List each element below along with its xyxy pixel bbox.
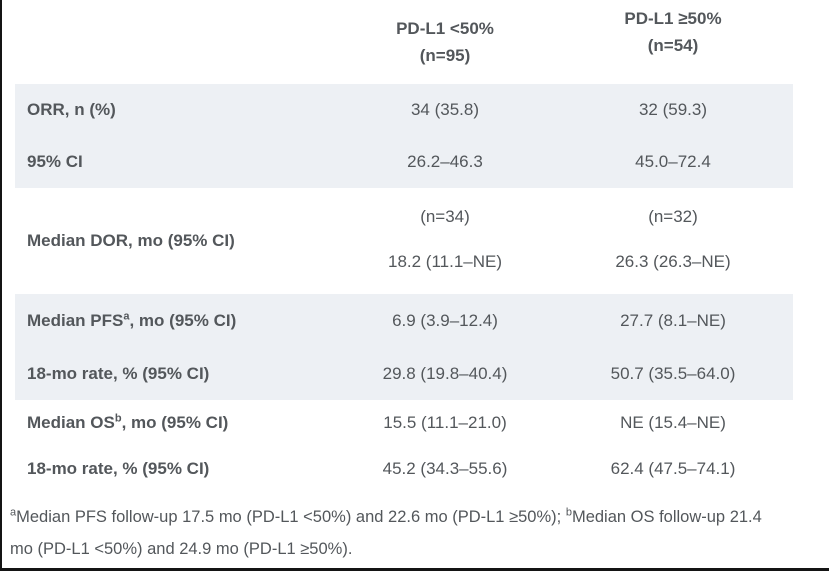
cell-value-stacked: (n=34) 18.2 (11.1–NE) [337, 188, 553, 294]
cell-n: (n=32) [648, 206, 698, 226]
footnote-text-pfs: Median PFS follow-up 17.5 mo (PD-L1 <50%… [16, 508, 566, 526]
footnote-marker-b: b [114, 412, 122, 425]
cell-value: 62.4 (47.5–74.1) [610, 459, 736, 478]
efficacy-results-table: PD-L1 <50% (n=95) PD-L1 ≥50% (n=54) ORR,… [15, 0, 793, 492]
row-label: Median PFSa, mo (95% CI) [27, 309, 237, 330]
cell-value: 26.3 (26.3–NE) [615, 251, 731, 271]
row-label: Median DOR, mo (95% CI) [27, 231, 235, 250]
cell-value: 27.7 (8.1–NE) [620, 310, 726, 330]
row-label: 18-mo rate, % (95% CI) [27, 459, 210, 478]
row-orr: ORR, n (%) 34 (35.8) 32 (59.3) [15, 84, 793, 136]
row-label: Median OSb, mo (95% CI) [27, 412, 229, 432]
cell-value: 34 (35.8) [410, 100, 480, 119]
row-median-pfs: Median PFSa, mo (95% CI) 6.9 (3.9–12.4) … [15, 294, 793, 347]
cell-value-stacked: (n=32) 26.3 (26.3–NE) [553, 188, 793, 294]
section-dor: Median DOR, mo (95% CI) (n=34) 18.2 (11.… [15, 188, 793, 294]
column-n: (n=95) [419, 46, 471, 65]
row-label: ORR, n (%) [27, 100, 116, 119]
cell-value: 18.2 (11.1–NE) [387, 251, 503, 271]
row-orr-95ci: 95% CI 26.2–46.3 45.0–72.4 [15, 136, 793, 188]
cell-value: 29.8 (19.8–40.4) [382, 363, 508, 383]
cell-value: 45.0–72.4 [635, 152, 711, 171]
row-label: 18-mo rate, % (95% CI) [27, 363, 210, 383]
section-pfs: Median PFSa, mo (95% CI) 6.9 (3.9–12.4) … [15, 294, 793, 400]
cell-value: 15.5 (11.1–21.0) [383, 413, 507, 432]
cell-value: 32 (59.3) [638, 100, 708, 119]
row-label: 95% CI [27, 152, 83, 171]
cell-value: 6.9 (3.9–12.4) [392, 310, 498, 330]
row-median-os: Median OSb, mo (95% CI) 15.5 (11.1–21.0)… [15, 400, 793, 446]
cell-value: NE (15.4–NE) [620, 413, 726, 432]
header-col-pdl1-lt50: PD-L1 <50% (n=95) [337, 15, 553, 69]
table-footnote: aMedian PFS follow-up 17.5 mo (PD-L1 <50… [10, 501, 776, 565]
cell-value: 26.2–46.3 [407, 152, 483, 171]
row-os-18mo-rate: 18-mo rate, % (95% CI) 45.2 (34.3–55.6) … [15, 446, 793, 492]
figure-left-border [0, 0, 2, 571]
section-os: Median OSb, mo (95% CI) 15.5 (11.1–21.0)… [15, 400, 793, 492]
footnote-marker-a: a [10, 506, 17, 519]
figure-bottom-border [0, 568, 829, 571]
table-header-row: PD-L1 <50% (n=95) PD-L1 ≥50% (n=54) [15, 0, 793, 84]
cell-value: 45.2 (34.3–55.6) [382, 459, 508, 478]
header-col-pdl1-ge50: PD-L1 ≥50% (n=54) [553, 9, 793, 69]
cell-value: 50.7 (35.5–64.0) [610, 363, 736, 383]
row-pfs-18mo-rate: 18-mo rate, % (95% CI) 29.8 (19.8–40.4) … [15, 347, 793, 400]
column-title: PD-L1 ≥50% [624, 9, 722, 28]
column-n: (n=54) [647, 36, 699, 55]
section-orr: ORR, n (%) 34 (35.8) 32 (59.3) 95% CI 26… [15, 84, 793, 188]
footnote-text-os: Median OS follow-up 21.4 mo (PD-L1 <50%)… [10, 508, 762, 558]
footnote-marker-b: b [565, 506, 572, 519]
row-median-dor: Median DOR, mo (95% CI) (n=34) 18.2 (11.… [15, 188, 793, 294]
footnote-marker-a: a [123, 309, 130, 322]
column-title: PD-L1 <50% [396, 19, 494, 38]
cell-n: (n=34) [420, 206, 470, 226]
